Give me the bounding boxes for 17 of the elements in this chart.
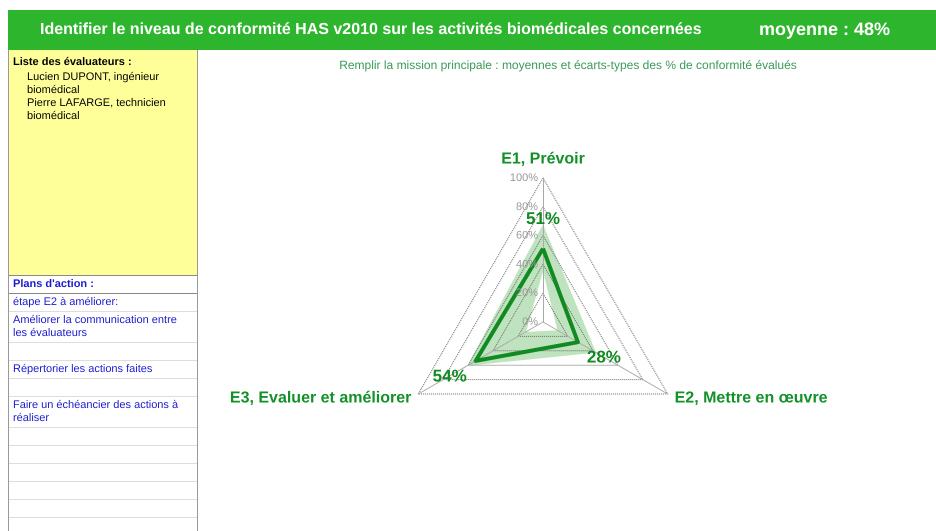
text: Répertorier les actions faites <box>9 361 197 379</box>
data-label: 54% <box>432 366 467 386</box>
spoke-label: E2, Mettre en œuvre <box>674 390 828 406</box>
chart-title: Identifier le niveau de conformité HAS v2010 sur les activités biomédicales concernées <box>40 21 702 39</box>
chart-subtitle: Remplir la mission principale : moyennes et écarts-types des % de conformité évalués <box>338 58 798 72</box>
text: Lucien DUPONT, ingénieur biomédical <box>26 71 160 97</box>
data-label: 28% <box>586 348 621 367</box>
text: moyenne : 48% <box>758 19 890 40</box>
text: Améliorer la communication entre les évaluateurs <box>9 312 197 343</box>
spoke-label: E1, Prévoir <box>501 150 585 168</box>
text: Faire un échéancier des actions à réaliser <box>9 397 197 428</box>
text: étape E2 à améliorer: <box>9 294 197 312</box>
text: Plans d'action : <box>9 276 197 294</box>
spoke-label: E3, Evaluer et améliorer <box>230 390 412 406</box>
text: Pierre LAFARGE, technicien biomédical <box>26 97 167 123</box>
text: Liste des évaluateurs : <box>13 56 133 68</box>
y-tick-label: 100% <box>510 172 538 184</box>
